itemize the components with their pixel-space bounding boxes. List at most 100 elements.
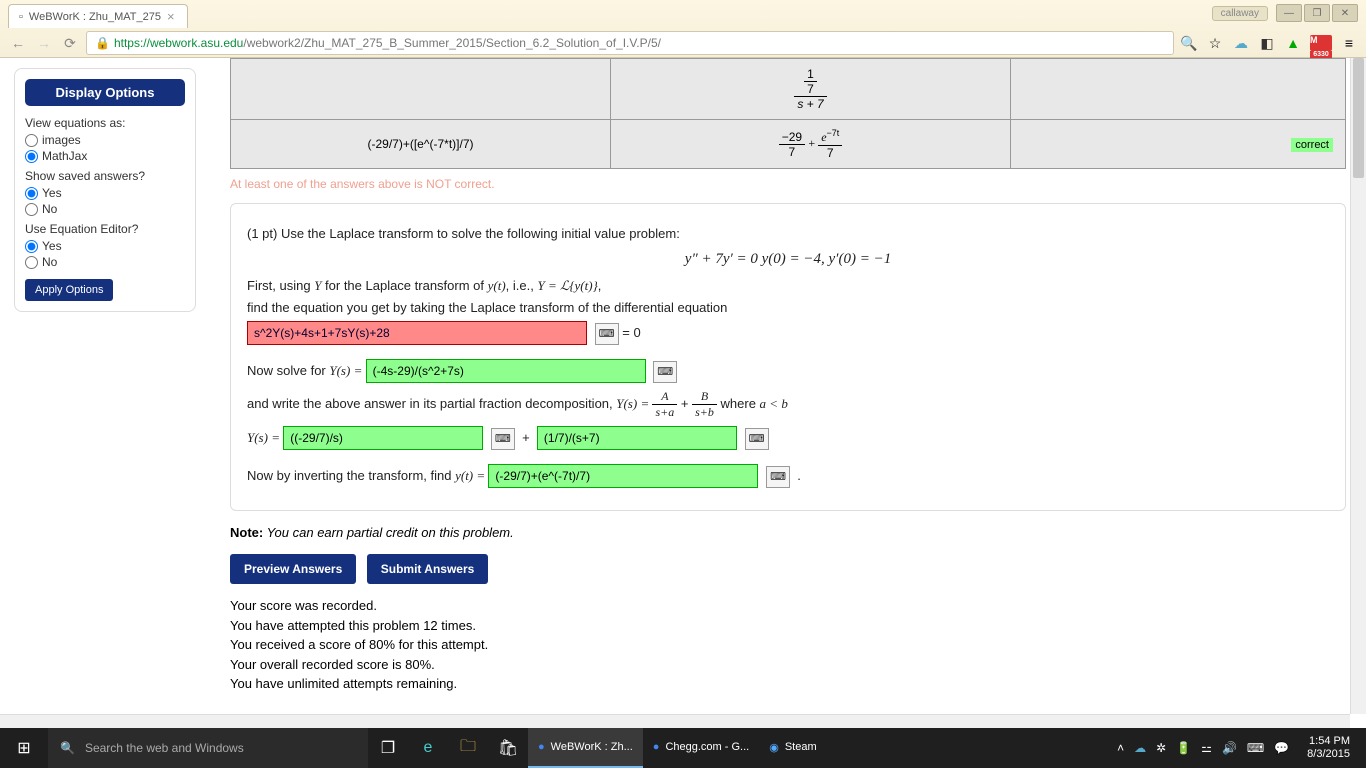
radio-mathjax[interactable]: MathJax — [25, 149, 185, 163]
maximize-button[interactable]: ❐ — [1304, 4, 1330, 22]
answer-input-4[interactable] — [537, 426, 737, 450]
keyboard-icon[interactable]: ⌨ — [595, 323, 619, 345]
display-options-box: Display Options View equations as: image… — [14, 68, 196, 312]
ext-shield-icon[interactable]: ◧ — [1258, 34, 1276, 52]
tray-wifi-icon[interactable]: ⚍ — [1201, 741, 1212, 755]
problem-line1: First, using Y for the Laplace transform… — [247, 278, 1329, 294]
answer-input-5[interactable] — [488, 464, 758, 488]
result-cell: correct — [1011, 120, 1346, 169]
page-content: Display Options View equations as: image… — [0, 58, 1366, 728]
taskbar-clock[interactable]: 1:54 PM 8/3/2015 — [1299, 735, 1358, 761]
back-button[interactable]: ← — [8, 33, 28, 53]
taskbar: ⊞ 🔍 Search the web and Windows ❐ e 🗀 🛍 ●… — [0, 728, 1366, 768]
start-button[interactable]: ⊞ — [0, 728, 48, 768]
score-line: You received a score of 80% for this att… — [230, 635, 1346, 655]
input-row-3-4: Y(s) = ⌨ + ⌨ — [247, 426, 1329, 450]
scrollbar-thumb[interactable] — [1353, 58, 1364, 178]
apply-options-button[interactable]: Apply Options — [25, 279, 113, 301]
task-view-icon[interactable]: ❐ — [368, 728, 408, 768]
entered-cell — [231, 59, 611, 120]
main-area: 17s + 7 (-29/7)+([e^(-7*t)]/7) −297 + e−… — [210, 58, 1366, 728]
score-line: You have attempted this problem 12 times… — [230, 616, 1346, 636]
url-path: /webwork2/Zhu_MAT_275_B_Summer_2015/Sect… — [243, 36, 661, 50]
edge-icon[interactable]: e — [408, 728, 448, 768]
input-row-1: ⌨ = 0 — [247, 321, 1329, 345]
taskbar-search[interactable]: 🔍 Search the web and Windows — [48, 728, 368, 768]
lock-icon: 🔒 — [95, 36, 110, 50]
score-line: Your score was recorded. — [230, 596, 1346, 616]
minimize-button[interactable]: — — [1276, 4, 1302, 22]
reload-button[interactable]: ⟳ — [60, 33, 80, 53]
preview-cell: 17s + 7 — [611, 59, 1011, 120]
radio-saved-no[interactable]: No — [25, 202, 185, 216]
problem-box: (1 pt) Use the Laplace transform to solv… — [230, 203, 1346, 511]
tray-battery-icon[interactable]: 🔋 — [1176, 741, 1191, 755]
url-input[interactable]: 🔒 https ://webwork.asu.edu /webwork2/Zhu… — [86, 31, 1174, 55]
close-button[interactable]: ✕ — [1332, 4, 1358, 22]
result-cell — [1011, 59, 1346, 120]
clock-time: 1:54 PM — [1307, 735, 1350, 748]
solve-row: Now solve for Y(s) = ⌨ — [247, 359, 1329, 383]
warning-text: At least one of the answers above is NOT… — [230, 177, 1346, 191]
radio-saved-yes[interactable]: Yes — [25, 186, 185, 200]
gmail-count: 6330 — [1310, 51, 1332, 58]
score-line: Your overall recorded score is 80%. — [230, 655, 1346, 675]
tray-notifications-icon[interactable]: 💬 — [1274, 741, 1289, 755]
tray-lang-icon[interactable]: ⌨ — [1247, 741, 1264, 755]
taskbar-app-chrome-2[interactable]: ●Chegg.com - G... — [643, 728, 759, 768]
taskbar-app-chrome[interactable]: ●WeBWorK : Zh... — [528, 728, 643, 768]
url-host: ://webwork.asu.edu — [140, 36, 243, 50]
system-tray: ˄ ☁ ✲ 🔋 ⚍ 🔊 ⌨ 💬 1:54 PM 8/3/2015 — [1117, 735, 1366, 761]
tab-close-icon[interactable]: × — [167, 9, 175, 24]
store-icon[interactable]: 🛍 — [488, 728, 528, 768]
star-icon[interactable]: ☆ — [1206, 34, 1224, 52]
note-line: Note: You can earn partial credit on thi… — [230, 525, 1346, 540]
ext-cloud-icon[interactable]: ☁ — [1232, 34, 1250, 52]
explorer-icon[interactable]: 🗀 — [448, 728, 488, 768]
answers-table: 17s + 7 (-29/7)+([e^(-7*t)]/7) −297 + e−… — [230, 58, 1346, 169]
radio-editor-yes[interactable]: Yes — [25, 239, 185, 253]
answer-input-3[interactable] — [283, 426, 483, 450]
keyboard-icon[interactable]: ⌨ — [745, 428, 769, 450]
correct-badge: correct — [1291, 138, 1333, 152]
vertical-scrollbar[interactable] — [1350, 58, 1366, 714]
forward-button[interactable]: → — [34, 33, 54, 53]
submit-answers-button[interactable]: Submit Answers — [367, 554, 489, 584]
table-row: (-29/7)+([e^(-7*t)]/7) −297 + e−7t7 corr… — [231, 120, 1346, 169]
tray-onedrive-icon[interactable]: ☁ — [1134, 741, 1146, 755]
address-bar: ← → ⟳ 🔒 https ://webwork.asu.edu /webwor… — [0, 28, 1366, 58]
keyboard-icon[interactable]: ⌨ — [653, 361, 677, 383]
radio-editor-no[interactable]: No — [25, 255, 185, 269]
gmail-icon[interactable]: M6330 — [1310, 35, 1332, 51]
ext-drive-icon[interactable]: ▲ — [1284, 34, 1302, 52]
sidebar: Display Options View equations as: image… — [0, 58, 210, 728]
partial-fraction-row: and write the above answer in its partia… — [247, 389, 1329, 420]
tab-bar: ▫ WeBWorK : Zhu_MAT_275 × — [0, 0, 1366, 28]
problem-equation: y″ + 7y′ = 0 y(0) = −4, y′(0) = −1 — [247, 251, 1329, 268]
tray-volume-icon[interactable]: 🔊 — [1222, 741, 1237, 755]
tray-sync-icon[interactable]: ✲ — [1156, 741, 1166, 755]
browser-tab[interactable]: ▫ WeBWorK : Zhu_MAT_275 × — [8, 4, 188, 28]
search-icon: 🔍 — [60, 741, 75, 755]
menu-icon[interactable]: ≡ — [1340, 34, 1358, 52]
horizontal-scrollbar[interactable] — [0, 714, 1350, 728]
score-summary: Your score was recorded. You have attemp… — [230, 596, 1346, 694]
problem-line2: find the equation you get by taking the … — [247, 300, 1329, 315]
preview-answers-button[interactable]: Preview Answers — [230, 554, 356, 584]
radio-images[interactable]: images — [25, 133, 185, 147]
search-placeholder: Search the web and Windows — [85, 741, 244, 755]
taskbar-app-steam[interactable]: ◉Steam — [759, 728, 826, 768]
clock-date: 8/3/2015 — [1307, 748, 1350, 761]
entered-cell: (-29/7)+([e^(-7*t)]/7) — [231, 120, 611, 169]
button-row: Preview Answers Submit Answers — [230, 554, 1346, 584]
keyboard-icon[interactable]: ⌨ — [491, 428, 515, 450]
search-icon[interactable]: 🔍 — [1180, 34, 1198, 52]
tray-chevron-icon[interactable]: ˄ — [1117, 741, 1124, 755]
invert-row: Now by inverting the transform, find y(t… — [247, 464, 1329, 488]
answer-input-2[interactable] — [366, 359, 646, 383]
url-scheme: https — [114, 36, 140, 50]
answer-input-1[interactable] — [247, 321, 587, 345]
tab-title: WeBWorK : Zhu_MAT_275 — [29, 11, 161, 23]
score-line: You have unlimited attempts remaining. — [230, 674, 1346, 694]
keyboard-icon[interactable]: ⌨ — [766, 466, 790, 488]
